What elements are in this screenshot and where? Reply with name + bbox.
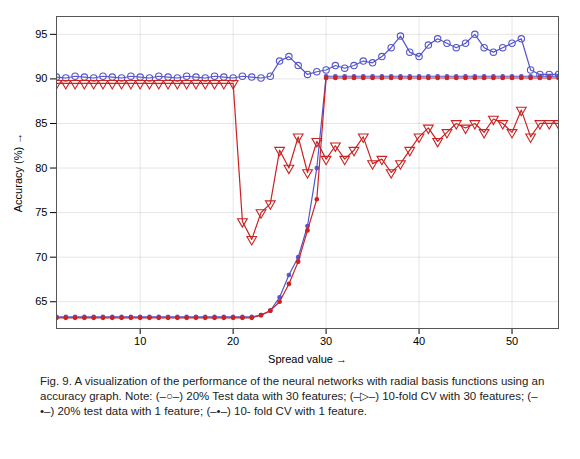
svg-text:65: 65 — [35, 295, 47, 307]
svg-text:95: 95 — [35, 28, 47, 40]
svg-text:Spread value →: Spread value → — [268, 353, 347, 365]
svg-text:80: 80 — [35, 162, 47, 174]
svg-text:75: 75 — [35, 206, 47, 218]
svg-text:40: 40 — [413, 335, 425, 347]
svg-text:20: 20 — [227, 335, 239, 347]
html-text:Fig. 9. A visualization of the: Fig. 9. A visualization of the performan… — [40, 375, 545, 417]
svg-text:Accuracy (%) →: Accuracy (%) → — [12, 133, 24, 212]
svg-text:50: 50 — [506, 335, 518, 347]
svg-text:10: 10 — [134, 335, 146, 347]
svg-text:90: 90 — [35, 72, 47, 84]
svg-text:85: 85 — [35, 117, 47, 129]
svg-text:70: 70 — [35, 251, 47, 263]
svg-text:30: 30 — [320, 335, 332, 347]
